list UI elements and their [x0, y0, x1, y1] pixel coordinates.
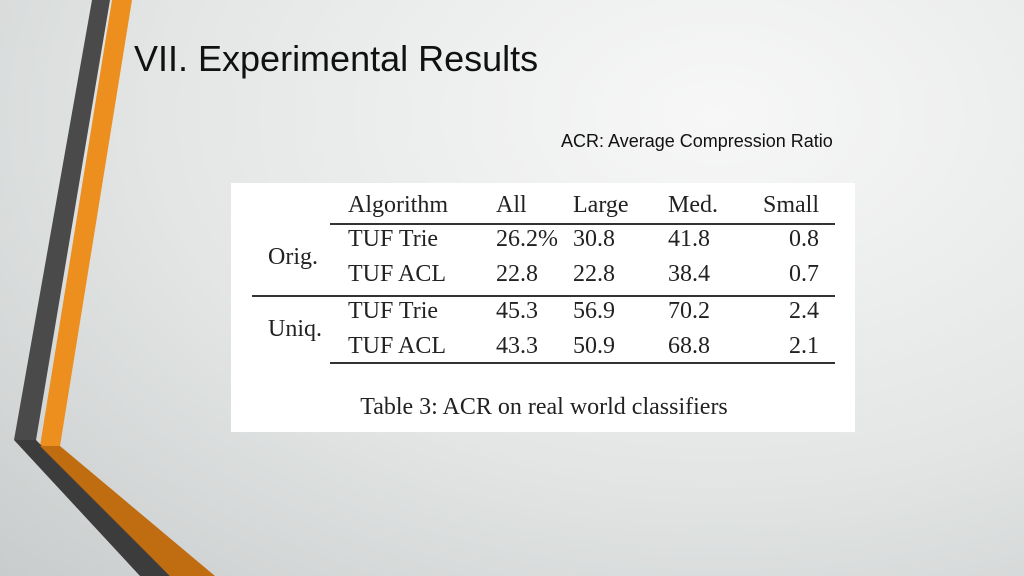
header-cell: Small [762, 192, 819, 218]
table-cell: TUF ACL [348, 333, 447, 359]
table-rule [330, 362, 835, 364]
decor [14, 0, 215, 576]
table-cell: 2.1 [789, 333, 819, 359]
table-cell: 45.3 [496, 298, 538, 324]
table-cell: 38.4 [668, 261, 710, 287]
header-cell: Algorithm [348, 192, 448, 218]
table-cell: 68.8 [668, 333, 710, 359]
table-cell: 2.4 [789, 298, 819, 324]
table-cell: 41.8 [668, 226, 710, 252]
table-rule [330, 223, 835, 225]
table-caption: Table 3: ACR on real world classifiers [360, 394, 728, 420]
results-table: Algorithm All Large Med. Small TUF Trie 26.2% 3… [231, 183, 855, 432]
table-cell: 22.8 [496, 261, 538, 287]
group-label: Uniq. [268, 315, 322, 342]
table-cell: 26.2% [496, 226, 558, 252]
table-cell: 22.8 [573, 261, 615, 287]
table-cell: 70.2 [668, 298, 710, 324]
table-cell: 30.8 [573, 226, 615, 252]
header-cell: Large [573, 192, 629, 218]
table-cell: 43.3 [496, 333, 538, 359]
table-cell: 0.7 [789, 261, 819, 287]
table-cell: TUF Trie [348, 226, 439, 252]
slide-title: VII. Experimental Results [134, 38, 539, 79]
header-cell: Med. [668, 192, 718, 218]
table-cell: TUF ACL [348, 261, 447, 287]
table-cell: 50.9 [573, 333, 615, 359]
table-cell: TUF Trie [348, 298, 439, 324]
table-cell: 0.8 [789, 226, 819, 252]
table-cell: 56.9 [573, 298, 615, 324]
group-label: Orig. [268, 243, 318, 270]
header-cell: All [496, 192, 527, 218]
table-rule [252, 295, 835, 297]
slide-note: ACR: Average Compression Ratio [561, 131, 833, 151]
